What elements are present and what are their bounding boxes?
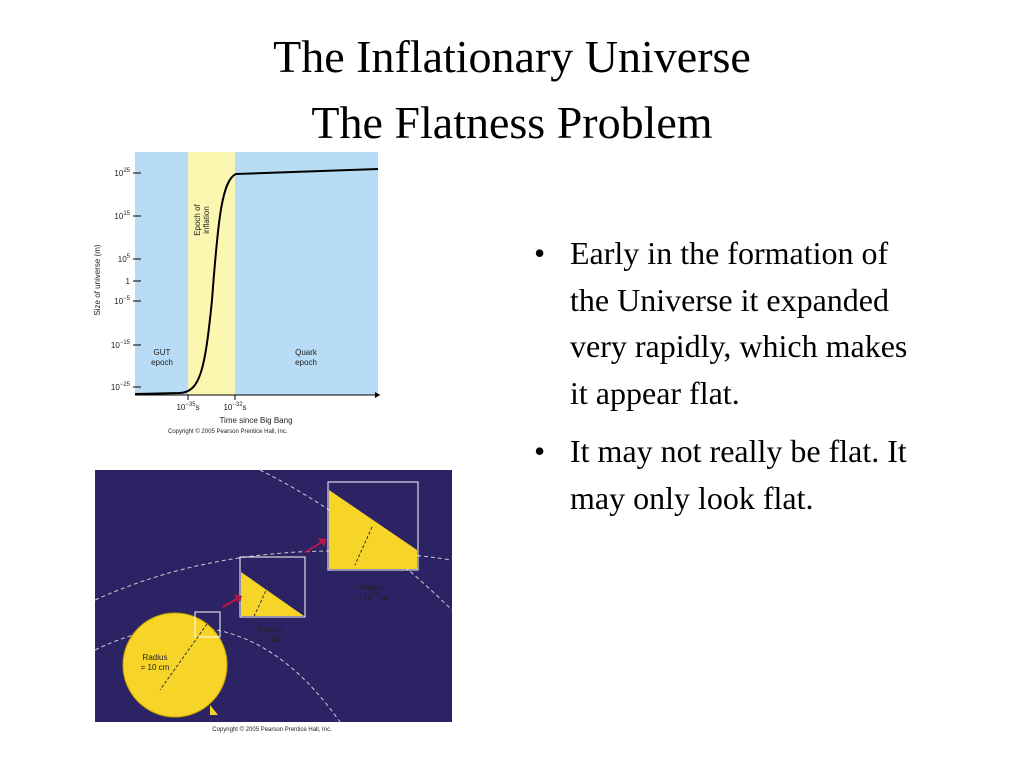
- y-tick-label-exp: −25: [120, 382, 131, 388]
- figure-1: [134, 152, 380, 398]
- epoch-background: [135, 152, 378, 395]
- y-tick-label: 1025: [114, 168, 130, 178]
- y-axis-label: Size of universe (m): [93, 244, 102, 315]
- y-tick-label-exp: 5: [127, 254, 131, 260]
- region-label: Epoch of: [193, 203, 202, 235]
- bullet-list: Early in the formation of the Universe i…: [530, 230, 910, 533]
- y-tick-label: 10−15: [111, 340, 131, 350]
- radius-line: [354, 526, 373, 566]
- x-tick-label-base: 10: [223, 403, 232, 412]
- y-tick-label-base: 10: [111, 383, 120, 392]
- y-tick-label-base: 10: [114, 169, 123, 178]
- zoom-box: [239, 556, 306, 618]
- radius-label-exp: 25: [372, 592, 379, 598]
- radius-label: Radius: [360, 583, 385, 592]
- copyright: Copyright © 2005 Pearson Prentice Hall, …: [168, 428, 288, 435]
- region-label: inflation: [202, 206, 211, 234]
- size-curve: [134, 168, 379, 395]
- balloon: [122, 612, 228, 718]
- region-label: epoch: [295, 358, 317, 367]
- bullet: It may not really be flat. It may only l…: [530, 428, 910, 521]
- radius-label-base: = 10: [356, 593, 372, 602]
- x-tick-label-exp: −32: [232, 402, 243, 408]
- radius-label: Radius: [143, 653, 168, 662]
- y-tick-label-base: 10: [114, 297, 123, 306]
- title-line: The Inflationary Universe: [273, 31, 751, 82]
- zoom-box: [327, 481, 419, 571]
- axis-arrow: [375, 392, 380, 398]
- radius-label: = 10 cm: [141, 663, 170, 672]
- surface-patch: [241, 572, 304, 616]
- radius-label: = 1025 m: [356, 592, 388, 602]
- y-tick-label: 1: [126, 277, 131, 286]
- region-label: epoch: [151, 358, 173, 367]
- surface-patch: [329, 490, 417, 569]
- y-tick-label-exp: −15: [120, 340, 131, 346]
- region-label: GUT: [154, 348, 171, 357]
- y-tick-label-base: 10: [114, 212, 123, 221]
- bullet: Early in the formation of the Universe i…: [530, 230, 910, 416]
- arrow: [222, 594, 242, 608]
- radius-label-suffix: m: [379, 593, 388, 602]
- x-tick-label-suffix: s: [196, 403, 200, 412]
- y-tick-label: 10−25: [111, 382, 131, 392]
- x-tick-label-suffix: s: [243, 403, 247, 412]
- y-tick-label: 1015: [114, 211, 130, 221]
- horizon-arc: [94, 626, 341, 723]
- arrow: [304, 538, 327, 553]
- region-label: Quark: [295, 348, 318, 357]
- y-tick-label-base: 10: [111, 341, 120, 350]
- radius-line: [159, 623, 208, 691]
- y-tick-label-exp: 15: [123, 211, 130, 217]
- x-tick-label-exp: −35: [185, 402, 196, 408]
- balloon-knot: [210, 705, 218, 715]
- radius-label: = 1 km: [258, 635, 283, 644]
- y-tick-label: 105: [118, 254, 131, 264]
- figure-2: [94, 469, 453, 723]
- x-tick-label-base: 10: [176, 403, 185, 412]
- y-tick-label: 10−5: [114, 296, 130, 306]
- y-tick-label-base: 10: [118, 255, 127, 264]
- zoom-box: [194, 611, 221, 638]
- y-tick-label-exp: −5: [123, 296, 131, 302]
- copyright: Copyright © 2005 Pearson Prentice Hall, …: [212, 726, 332, 733]
- x-tick-label: 10−32s: [223, 402, 246, 412]
- inflation-band: [188, 152, 235, 395]
- title-line: The Flatness Problem: [311, 97, 713, 148]
- radius-line: [249, 581, 271, 626]
- y-tick-label-exp: 25: [123, 168, 130, 174]
- x-tick-label: 10−35s: [176, 402, 199, 412]
- radius-label: Radius: [258, 625, 283, 634]
- x-axis-label: Time since Big Bang: [219, 416, 292, 425]
